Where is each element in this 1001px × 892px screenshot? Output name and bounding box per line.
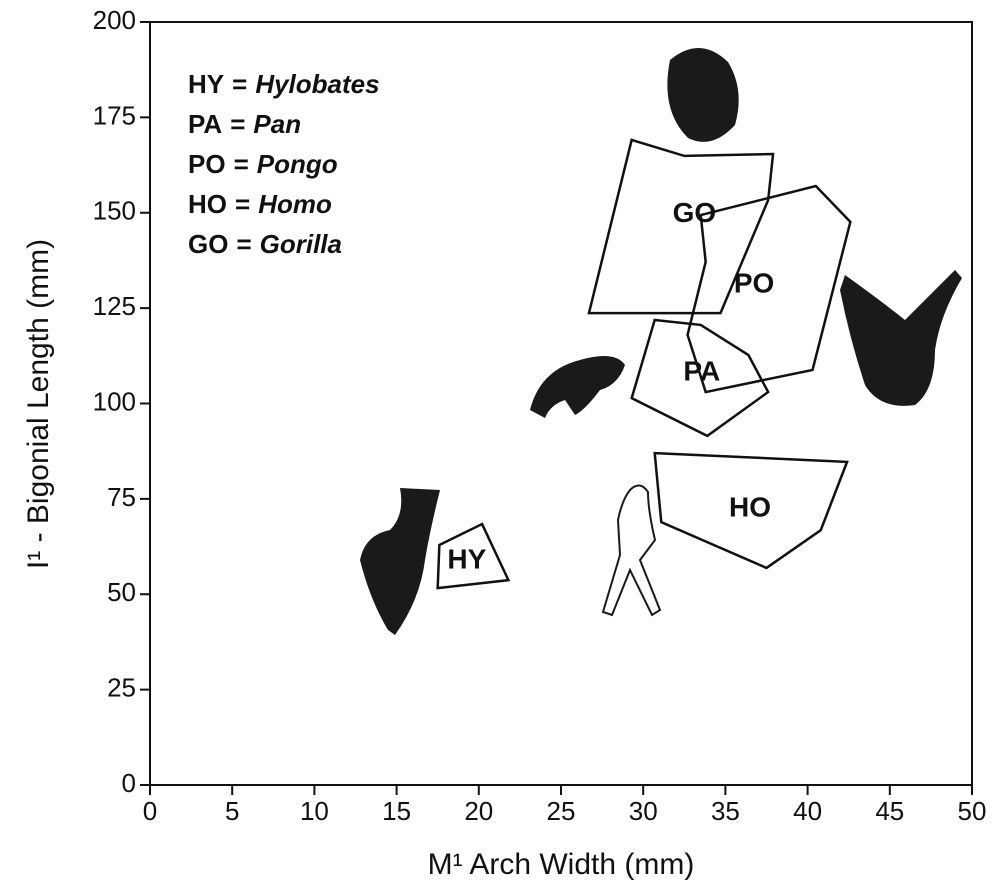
orangutan-silhouette bbox=[840, 270, 962, 406]
legend-code: PA bbox=[188, 109, 222, 139]
legend-genus: Pongo bbox=[257, 149, 338, 179]
y-tick-label: 200 bbox=[93, 5, 136, 35]
legend-code: GO bbox=[188, 229, 228, 259]
region-outline bbox=[630, 318, 770, 438]
legend-separator: = bbox=[236, 229, 251, 259]
x-tick-label: 15 bbox=[382, 796, 411, 826]
y-tick-label: 0 bbox=[122, 768, 136, 798]
legend-genus: Hylobates bbox=[255, 69, 379, 99]
y-tick-label: 25 bbox=[107, 673, 136, 703]
y-tick-label: 50 bbox=[107, 577, 136, 607]
y-tick-label: 175 bbox=[93, 100, 136, 130]
x-tick-label: 35 bbox=[711, 796, 740, 826]
legend-entry: HO = Homo bbox=[188, 189, 332, 219]
chimp-silhouette bbox=[530, 356, 625, 418]
legend-code: HO bbox=[188, 189, 227, 219]
y-tick-label: 75 bbox=[107, 482, 136, 512]
legend-separator: = bbox=[234, 149, 249, 179]
y-tick-label: 125 bbox=[93, 291, 136, 321]
region-outline bbox=[653, 451, 849, 570]
legend-entry: PA = Pan bbox=[188, 109, 301, 139]
x-tick-label: 50 bbox=[958, 796, 987, 826]
legend-code: HY bbox=[188, 69, 224, 99]
legend-separator: = bbox=[230, 109, 245, 139]
x-tick-label: 0 bbox=[143, 796, 157, 826]
region-outline bbox=[587, 138, 775, 315]
y-tick-label: 150 bbox=[93, 196, 136, 226]
gorilla-silhouette bbox=[667, 47, 739, 142]
gibbon-silhouette bbox=[360, 488, 440, 635]
x-tick-label: 30 bbox=[629, 796, 658, 826]
region-outline bbox=[436, 522, 511, 590]
y-axis-label: I¹ - Bigonial Length (mm) bbox=[22, 239, 55, 569]
legend-entry: GO = Gorilla bbox=[188, 229, 342, 259]
region-label: HY bbox=[447, 544, 486, 575]
legend-entry: PO = Pongo bbox=[188, 149, 338, 179]
x-tick-label: 45 bbox=[875, 796, 904, 826]
x-tick-label: 5 bbox=[225, 796, 239, 826]
y-tick-label: 100 bbox=[93, 386, 136, 416]
legend-genus: Homo bbox=[258, 189, 332, 219]
human-silhouette bbox=[601, 484, 662, 617]
x-tick-label: 25 bbox=[547, 796, 576, 826]
x-tick-label: 40 bbox=[793, 796, 822, 826]
region-label: PO bbox=[734, 268, 774, 299]
legend-genus: Gorilla bbox=[260, 229, 342, 259]
x-tick-label: 20 bbox=[464, 796, 493, 826]
x-tick-label: 10 bbox=[300, 796, 329, 826]
region-outline bbox=[686, 184, 852, 394]
legend-entry: HY = Hylobates bbox=[188, 69, 380, 99]
legend-code: PO bbox=[188, 149, 226, 179]
legend-genus: Pan bbox=[253, 109, 301, 139]
legend-separator: = bbox=[235, 189, 250, 219]
region-label: PA bbox=[683, 355, 720, 386]
x-axis-label: M¹ Arch Width (mm) bbox=[428, 848, 695, 881]
animal-silhouettes bbox=[360, 47, 962, 635]
legend-separator: = bbox=[232, 69, 247, 99]
region-label: HO bbox=[729, 491, 771, 522]
